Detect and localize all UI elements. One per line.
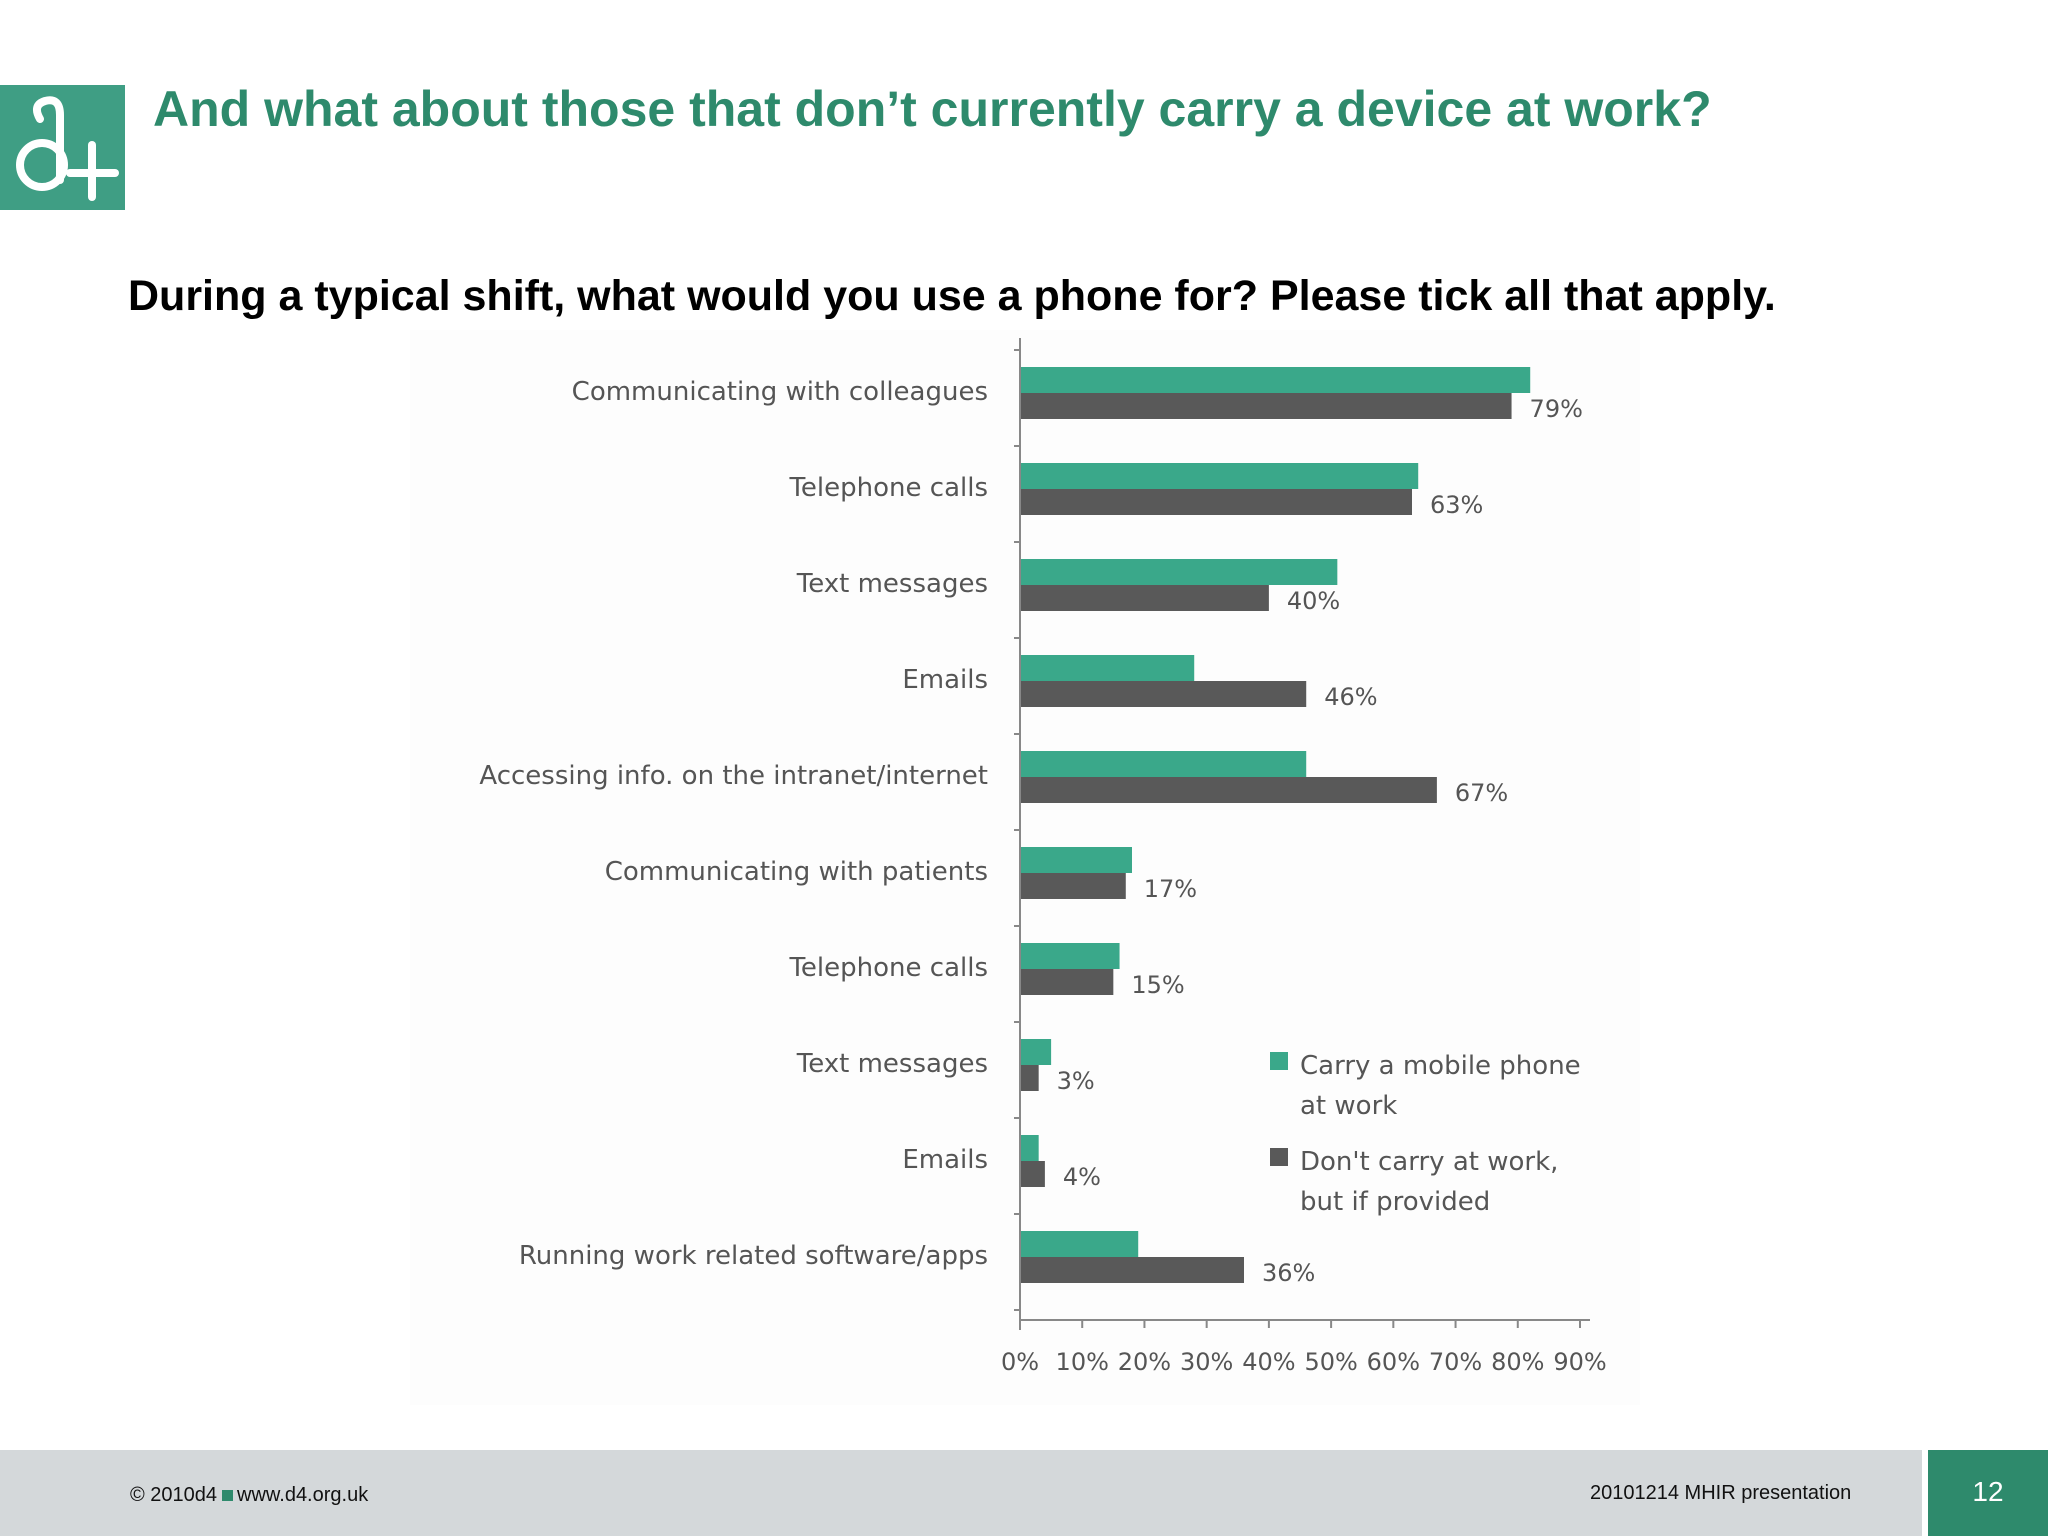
survey-question: During a typical shift, what would you u…: [128, 272, 1776, 320]
x-tick-label: 10%: [1056, 1348, 1109, 1376]
slide-title: And what about those that don’t currentl…: [153, 81, 1712, 137]
bar-carry: [1020, 943, 1120, 969]
legend-label: at work: [1300, 1091, 1397, 1121]
copyright-text: © 2010d4: [130, 1484, 218, 1506]
x-tick-label: 60%: [1367, 1348, 1420, 1376]
category-label: Emails: [902, 1145, 988, 1175]
d4-logo: [0, 85, 125, 210]
legend-swatch-dont-carry: [1270, 1148, 1288, 1166]
x-tick-label: 20%: [1118, 1348, 1171, 1376]
category-label: Communicating with colleagues: [572, 377, 988, 407]
bar-carry: [1020, 655, 1195, 681]
bar-dont-carry: [1020, 1257, 1244, 1283]
x-tick-label: 30%: [1180, 1348, 1233, 1376]
bar-carry: [1020, 1135, 1039, 1161]
footer-bar: © 2010d4 www.d4.org.uk 20101214 MHIR pres…: [0, 1450, 1922, 1536]
bar-chart: Communicating with colleagues 79% Telephon…: [479, 338, 1607, 1376]
bar-carry: [1020, 1231, 1139, 1257]
bar-dont-carry: [1020, 489, 1412, 515]
d4-logo-mark: [16, 96, 119, 201]
page-number: 12: [1972, 1476, 2004, 1507]
data-label: 3%: [1057, 1067, 1095, 1095]
bar-dont-carry: [1020, 681, 1307, 707]
bar-dont-carry: [1020, 873, 1126, 899]
page-number-box: 12: [1928, 1450, 2048, 1536]
bar-dont-carry: [1020, 1161, 1045, 1187]
category-label: Text messages: [796, 1049, 988, 1079]
legend-label: but if provided: [1300, 1187, 1490, 1217]
category-label: Telephone calls: [788, 473, 988, 503]
category-label: Emails: [902, 665, 988, 695]
bar-carry: [1020, 1039, 1052, 1065]
category-label: Running work related software/apps: [519, 1241, 988, 1271]
bar-carry: [1020, 751, 1307, 777]
data-label: 4%: [1063, 1163, 1101, 1191]
bar-dont-carry: [1020, 393, 1512, 419]
category-label: Communicating with patients: [605, 857, 988, 887]
data-label: 40%: [1287, 587, 1340, 615]
legend-label: Don't carry at work,: [1300, 1147, 1558, 1177]
category-label: Text messages: [796, 569, 988, 599]
category-label: Accessing info. on the intranet/internet: [479, 761, 988, 791]
data-label: 36%: [1262, 1259, 1315, 1287]
x-tick-label: 90%: [1553, 1348, 1606, 1376]
website-link[interactable]: www.d4.org.uk: [237, 1484, 369, 1506]
x-tick-label: 80%: [1491, 1348, 1544, 1376]
bar-dont-carry: [1020, 969, 1114, 995]
bar-dont-carry: [1020, 777, 1437, 803]
presentation-name: 20101214 MHIR presentation: [1590, 1482, 1852, 1504]
bar-carry: [1020, 367, 1531, 393]
footer-credits: © 2010d4 www.d4.org.uk: [130, 1484, 368, 1507]
bullet-square-icon: [222, 1490, 234, 1501]
data-label: 46%: [1324, 683, 1377, 711]
x-tick-label: 70%: [1429, 1348, 1482, 1376]
bar-dont-carry: [1020, 1065, 1039, 1091]
legend-swatch-carry: [1270, 1052, 1288, 1070]
chart-container: Communicating with colleagues 79% Telephon…: [410, 330, 1640, 1405]
x-tick-label: 50%: [1304, 1348, 1357, 1376]
bar-carry: [1020, 559, 1338, 585]
data-label: 17%: [1144, 875, 1197, 903]
bar-carry: [1020, 847, 1132, 873]
data-label: 67%: [1455, 779, 1508, 807]
category-label: Telephone calls: [788, 953, 988, 983]
x-tick-label: 40%: [1242, 1348, 1295, 1376]
x-tick-label: 0%: [1001, 1348, 1039, 1376]
data-label: 15%: [1131, 971, 1184, 999]
bar-carry: [1020, 463, 1419, 489]
data-label: 63%: [1430, 491, 1483, 519]
legend-label: Carry a mobile phone: [1300, 1051, 1581, 1081]
bar-dont-carry: [1020, 585, 1269, 611]
data-label: 79%: [1530, 395, 1583, 423]
